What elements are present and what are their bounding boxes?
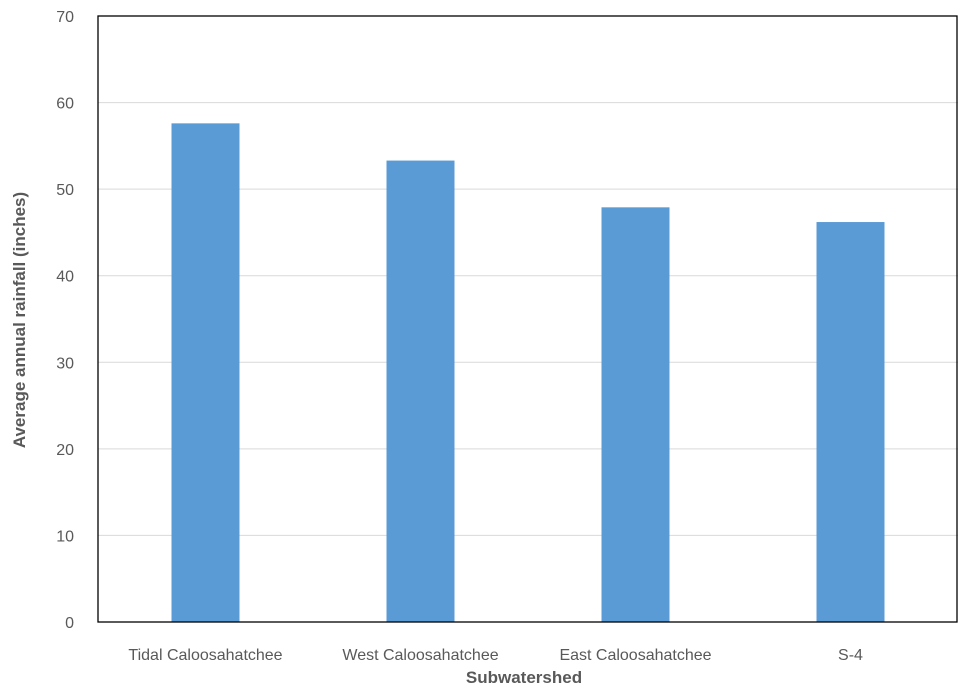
x-tick-labels: Tidal Caloosahatchee West Caloosahatchee E…: [128, 647, 863, 664]
x-tick-label: S-4: [838, 647, 863, 664]
bar: [601, 207, 670, 622]
y-tick-labels: 0 10 20 30 40 50 60 70: [56, 9, 74, 632]
bar: [386, 160, 455, 622]
plot-frame: [97, 15, 958, 623]
x-tick-label: Tidal Caloosahatchee: [128, 647, 282, 664]
y-tick-label: 60: [56, 96, 74, 113]
y-tick-label: 70: [56, 9, 74, 26]
y-tick-label: 0: [65, 615, 74, 632]
gridlines: [98, 102, 958, 536]
x-tick-label: West Caloosahatchee: [342, 647, 498, 664]
y-tick-label: 10: [56, 528, 74, 545]
bars: [171, 123, 885, 623]
x-axis-title: Subwatershed: [466, 668, 582, 687]
axes: [97, 15, 958, 623]
y-tick-label: 40: [56, 269, 74, 286]
y-tick-label: 30: [56, 355, 74, 372]
y-tick-label: 50: [56, 182, 74, 199]
bar: [816, 222, 885, 623]
bar: [171, 123, 240, 622]
x-tick-label: East Caloosahatchee: [559, 647, 711, 664]
y-axis-title: Average annual rainfall (inches): [10, 192, 29, 448]
y-tick-label: 20: [56, 442, 74, 459]
